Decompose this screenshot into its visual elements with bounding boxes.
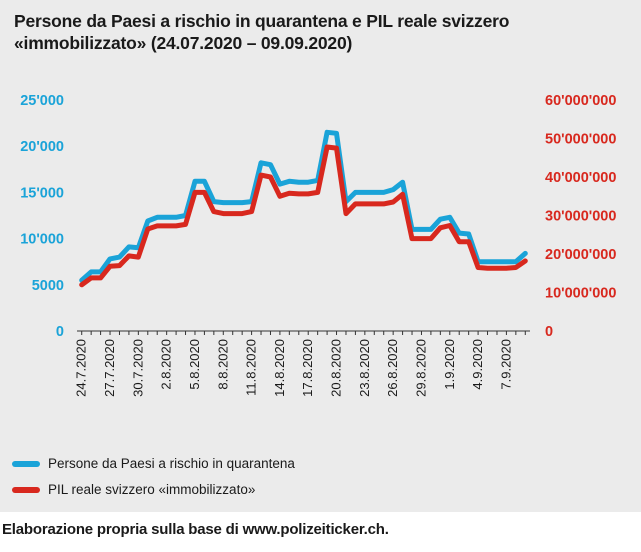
x-tick-label: 17.8.2020 bbox=[300, 339, 315, 397]
legend-swatch-blue bbox=[12, 460, 40, 467]
x-tick-label: 14.8.2020 bbox=[272, 339, 287, 397]
chart-panel bbox=[0, 0, 641, 512]
y-left-tick-label: 20'000 bbox=[20, 139, 64, 155]
legend-label-quarantine: Persone da Paesi a rischio in quarantena bbox=[48, 456, 295, 471]
y-left-tick-label: 10'000 bbox=[20, 232, 64, 248]
source-note: Elaborazione propria sulla base di www.p… bbox=[2, 521, 389, 538]
x-tick-label: 7.9.2020 bbox=[498, 339, 513, 390]
legend-label-gdp: PIL reale svizzero «immobilizzato» bbox=[48, 482, 256, 497]
y-right-tick-label: 10'000'000 bbox=[545, 286, 616, 302]
chart-title: Persone da Paesi a rischio in quarantena… bbox=[14, 11, 510, 53]
y-left-tick-label: 5000 bbox=[32, 278, 64, 294]
x-tick-label: 27.7.2020 bbox=[102, 339, 117, 397]
y-left-tick-label: 15'000 bbox=[20, 185, 64, 201]
x-tick-label: 24.7.2020 bbox=[74, 339, 89, 397]
x-tick-label: 29.8.2020 bbox=[413, 339, 428, 397]
legend-item-gdp: PIL reale svizzero «immobilizzato» bbox=[12, 482, 255, 497]
x-tick-label: 23.8.2020 bbox=[357, 339, 372, 397]
y-left-tick-label: 25'000 bbox=[20, 93, 64, 109]
x-tick-label: 20.8.2020 bbox=[329, 339, 344, 397]
x-tick-label: 26.8.2020 bbox=[385, 339, 400, 397]
legend-item-quarantine: Persone da Paesi a rischio in quarantena bbox=[12, 456, 295, 471]
x-tick-label: 2.8.2020 bbox=[159, 339, 174, 390]
x-tick-label: 5.8.2020 bbox=[187, 339, 202, 390]
y-right-tick-label: 50'000'000 bbox=[545, 132, 616, 148]
y-left-tick-label: 0 bbox=[56, 324, 64, 340]
y-right-tick-label: 60'000'000 bbox=[545, 93, 616, 109]
legend-swatch-red bbox=[12, 486, 40, 493]
y-right-tick-label: 20'000'000 bbox=[545, 247, 616, 263]
y-right-tick-label: 30'000'000 bbox=[545, 209, 616, 225]
line-chart: 24.7.2020 27.7.2020 30.7.2020 2.8.2020 5.8.2… bbox=[20, 93, 616, 397]
x-tick-label: 11.8.2020 bbox=[244, 339, 259, 396]
y-right-tick-label: 40'000'000 bbox=[545, 170, 616, 186]
x-tick-label: 8.8.2020 bbox=[215, 339, 230, 390]
x-tick-label: 30.7.2020 bbox=[130, 339, 145, 397]
x-tick-label: 4.9.2020 bbox=[470, 339, 485, 390]
series-line-gdp bbox=[79, 144, 528, 288]
series-line-quarantine bbox=[79, 129, 528, 283]
x-tick-label: 1.9.2020 bbox=[442, 339, 457, 390]
y-right-tick-label: 0 bbox=[545, 324, 553, 340]
